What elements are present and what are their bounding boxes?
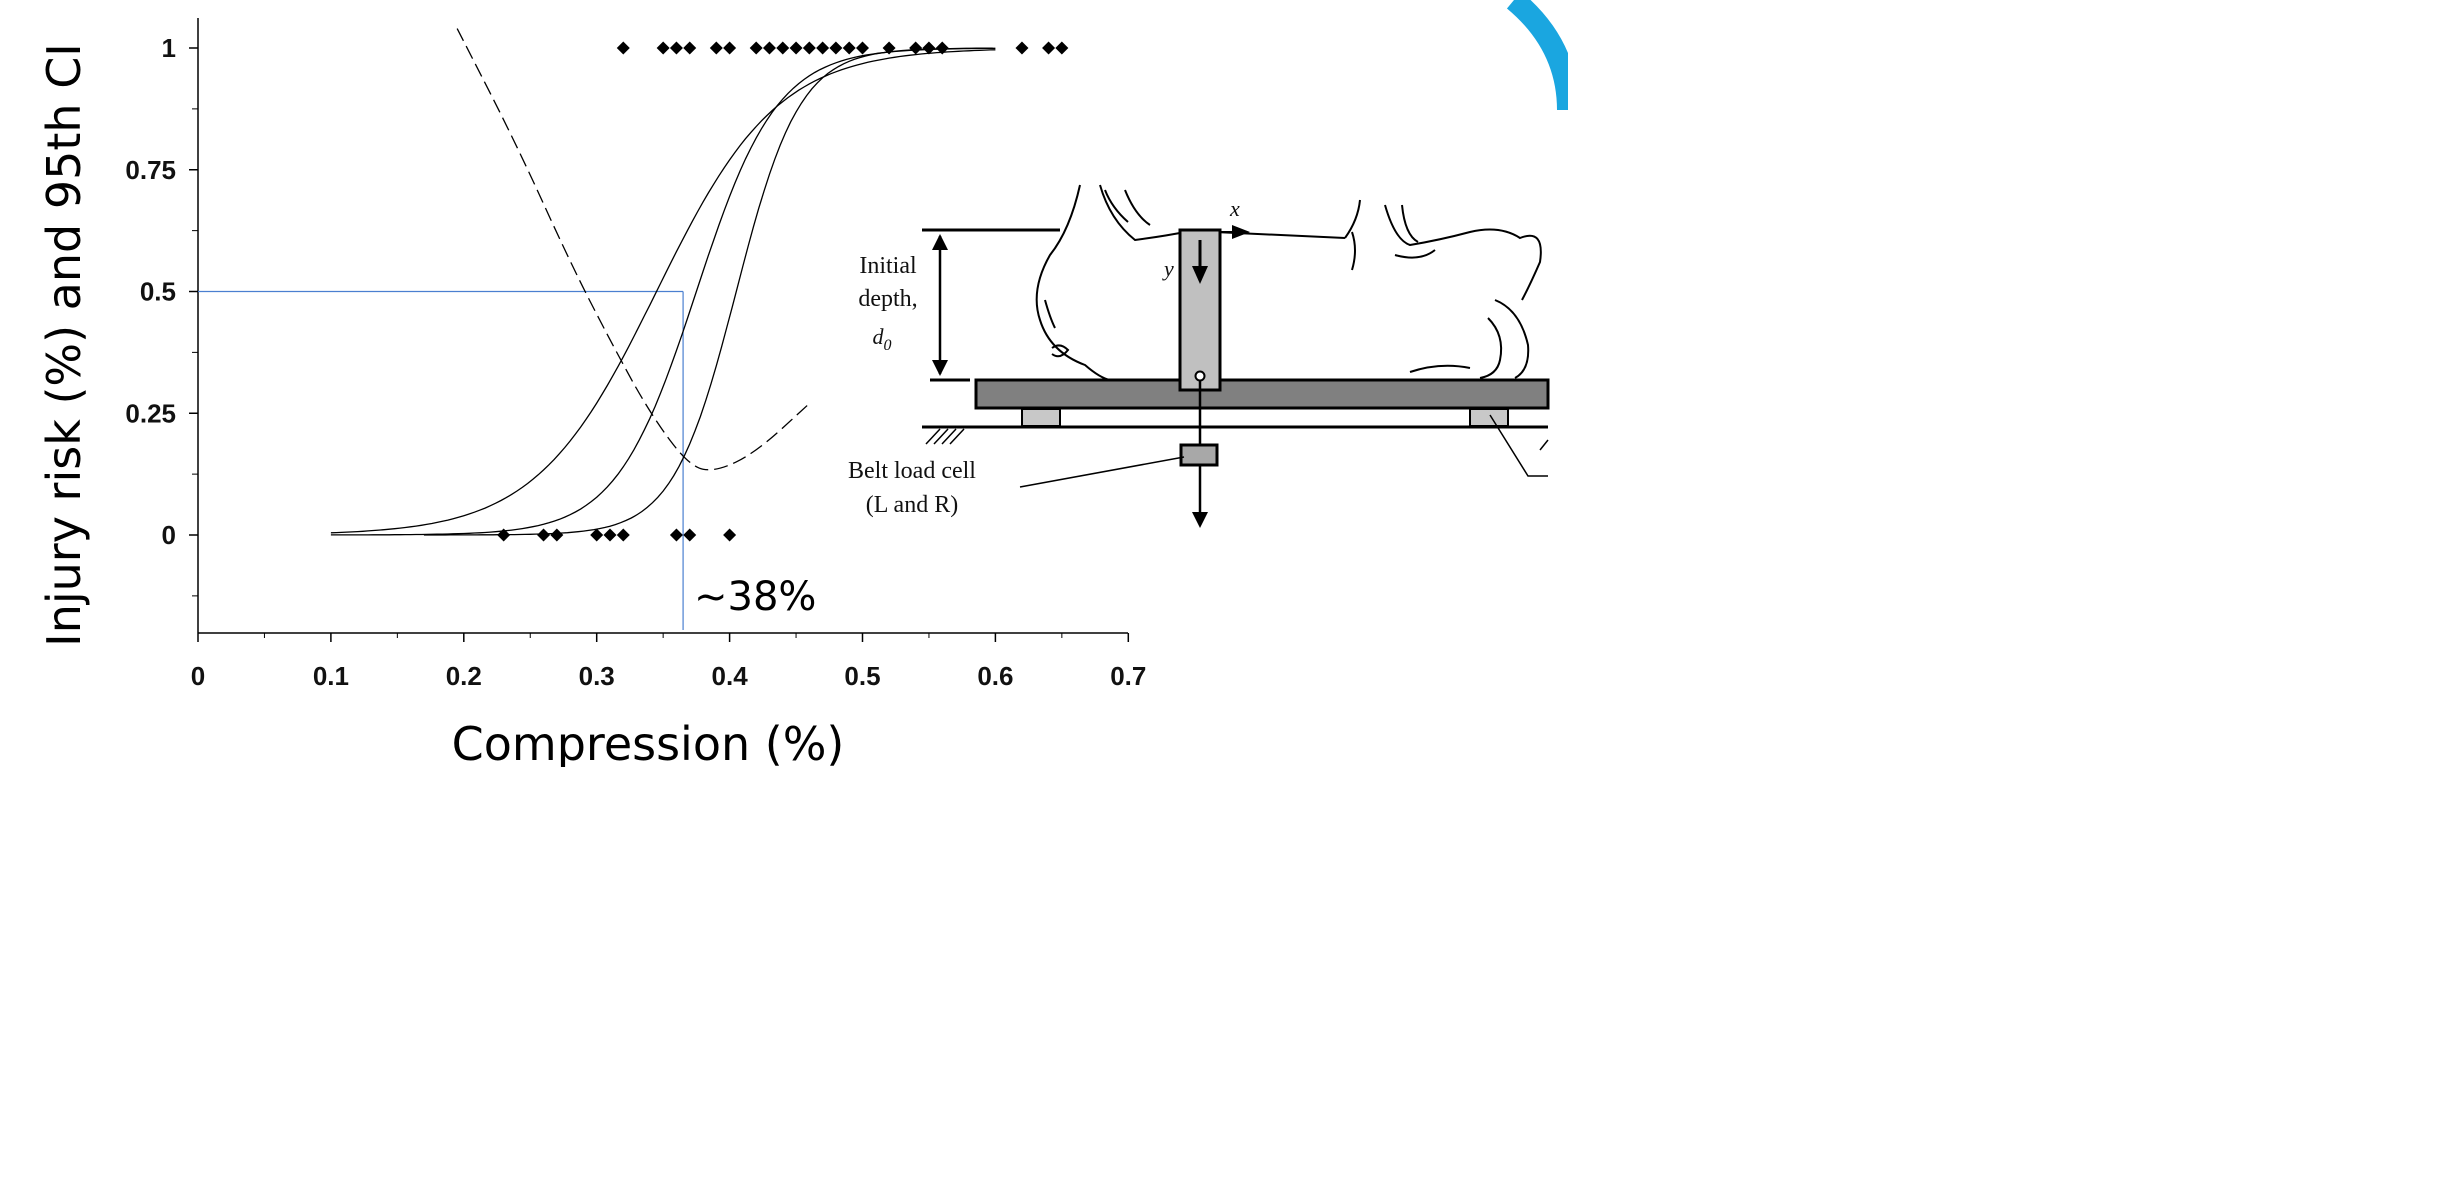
label-d0-sub: 0: [884, 337, 892, 354]
injured-point: [922, 41, 936, 55]
injured-point: [816, 41, 830, 55]
injured-point: [1055, 41, 1069, 55]
injured-point: [762, 41, 776, 55]
y-tick-label: 0.5: [140, 277, 176, 307]
table-top: [974, 378, 1550, 410]
injured-point: [1042, 41, 1056, 55]
uninjured-point: [723, 528, 737, 542]
label-depth: depth,: [858, 286, 917, 312]
x-tick-label: 0.3: [579, 661, 615, 691]
uninjured-point: [497, 528, 511, 542]
label-l-and-r: (L and R): [866, 492, 958, 518]
uninjured-point: [550, 528, 564, 542]
injured-point: [842, 41, 856, 55]
injured-point: [935, 41, 949, 55]
injured-point: [829, 41, 843, 55]
data-points: [497, 41, 1069, 542]
table-support-left: [1021, 408, 1061, 427]
belt-pivot: [1194, 370, 1206, 382]
load-cell-leader: [1019, 456, 1185, 488]
injured-point: [749, 41, 763, 55]
x-tick-label: 0: [191, 661, 205, 691]
label-y: y: [1162, 256, 1174, 281]
injured-point: [656, 41, 670, 55]
x-direction-arrow-head: [1232, 225, 1250, 239]
plunger-arrow-head: [1192, 266, 1208, 284]
injured-point: [776, 41, 790, 55]
curves: [330, 28, 996, 536]
y-tick-label: 0.25: [125, 398, 176, 428]
x-tick-label: 0.6: [977, 661, 1013, 691]
y-tick-label: 0: [162, 520, 176, 550]
x-tick-label: 0.1: [313, 661, 349, 691]
uninjured-point: [616, 528, 630, 542]
y-tick-label: 1: [162, 33, 176, 63]
axes: 0 0.1 0.2 0.3 0.4 0.5 0.6 0.7 1 0.75 0.5 0.25 0: [125, 18, 1146, 691]
y-tick-label: 0.75: [125, 155, 176, 185]
label-x: x: [1229, 196, 1240, 221]
x-tick-label: 0.5: [844, 661, 880, 691]
injured-point: [802, 41, 816, 55]
belt-pull-arrow-head: [1192, 512, 1208, 528]
injured-point: [709, 41, 723, 55]
support-leader-tick: [1539, 439, 1549, 451]
y-ticks: 1 0.75 0.5 0.25 0: [125, 33, 198, 597]
support-leader: [1489, 414, 1548, 477]
x-tick-label: 0.2: [446, 661, 482, 691]
chart-figure: 0 0.1 0.2 0.3 0.4 0.5 0.6 0.7 1 0.75 0.5 0.25 0 ~38…: [37, 0, 1568, 767]
injured-point: [789, 41, 803, 55]
ground-hatch: [925, 428, 965, 445]
x-axis-title: Compression (%): [452, 717, 845, 767]
ci-lower-curve: [423, 47, 993, 536]
depth-arrow-up-head: [932, 234, 948, 250]
x-tick-label: 0.4: [712, 661, 749, 691]
label-belt-load-cell: Belt load cell: [848, 458, 976, 484]
uninjured-point: [590, 528, 604, 542]
uninjured-point: [603, 528, 617, 542]
injured-point: [669, 41, 683, 55]
uninjured-point: [669, 528, 683, 542]
ci-upper-curve: [330, 49, 996, 534]
label-d0: d0: [873, 324, 892, 354]
injured-point: [1015, 41, 1029, 55]
label-d0-main: d: [873, 324, 885, 349]
injured-point: [856, 41, 869, 55]
reference-lines: [198, 290, 684, 630]
injured-point: [909, 41, 923, 55]
injured-point: [683, 41, 697, 55]
animal-sketch: [1035, 184, 1542, 381]
table-support-right: [1469, 408, 1509, 427]
injured-point: [723, 41, 737, 55]
x-tick-label: 0.7: [1110, 661, 1146, 691]
y-axis-title: Injury risk (%) and 95th CI: [37, 43, 91, 647]
ci-width-curve: [456, 28, 810, 471]
uninjured-point: [683, 528, 697, 542]
uninjured-point: [537, 528, 551, 542]
label-initial: Initial: [859, 253, 917, 279]
corner-accent: [1506, 0, 1568, 111]
x-ticks: 0 0.1 0.2 0.3 0.4 0.5 0.6 0.7: [191, 633, 1146, 691]
injured-point: [616, 41, 630, 55]
threshold-annotation: ~38%: [694, 574, 816, 620]
test-setup-diagram: Initial depth, d0 x y Belt load cell (L …: [848, 184, 1550, 528]
injured-point: [882, 41, 896, 55]
depth-arrow-down-head: [932, 360, 948, 376]
belt-load-cell: [1179, 443, 1219, 467]
